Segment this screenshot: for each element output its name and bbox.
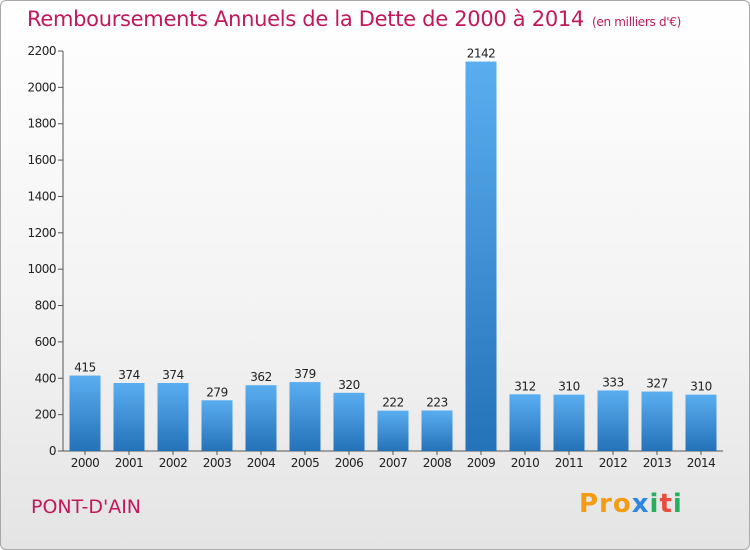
proxiti-logo: Proxiti — [579, 489, 683, 519]
x-tick-label: 2009 — [467, 456, 496, 470]
y-tick-label: 1800 — [27, 117, 56, 131]
y-tick-label: 800 — [35, 299, 56, 313]
bar-value-label: 2142 — [467, 47, 496, 61]
bar-value-label: 222 — [382, 396, 403, 410]
y-tick-label: 0 — [49, 444, 56, 458]
bar-value-label: 379 — [294, 367, 315, 381]
bar — [377, 410, 409, 451]
x-tick-label: 2013 — [643, 456, 672, 470]
bar — [157, 383, 189, 451]
bar — [641, 391, 673, 451]
commune-name: PONT-D'AIN — [31, 496, 142, 518]
bar — [245, 385, 277, 451]
y-tick-label: 2200 — [27, 44, 56, 58]
x-tick-label: 2003 — [203, 456, 232, 470]
bar-value-label: 312 — [514, 379, 535, 393]
unit-label: (en milliers d'€) — [592, 15, 682, 29]
bar — [421, 410, 453, 451]
bar-value-label: 320 — [338, 378, 359, 392]
x-tick-label: 2005 — [291, 456, 320, 470]
bar-value-label: 327 — [646, 377, 667, 391]
bar-value-label: 415 — [74, 361, 95, 375]
bar-value-label: 374 — [118, 368, 139, 382]
title-text: Remboursements Annuels de la Dette de 20… — [27, 7, 584, 31]
bars: 415 374 374 279 362 379 320 222 223 2142 312 310 333… — [69, 47, 717, 451]
x-tick-label: 2012 — [599, 456, 628, 470]
axes: 0 200 400 600 800 1000 1200 1400 1600 1800 2000 220… — [27, 44, 723, 470]
bar — [465, 61, 497, 451]
bar — [685, 394, 717, 451]
chart-title: Remboursements Annuels de la Dette de 20… — [27, 7, 681, 31]
x-tick-label: 2001 — [115, 456, 144, 470]
bar — [509, 394, 541, 451]
x-tick-label: 2014 — [687, 456, 716, 470]
x-tick-label: 2010 — [511, 456, 540, 470]
y-tick-label: 1600 — [27, 153, 56, 167]
y-tick-label: 1200 — [27, 226, 56, 240]
bar-value-label: 362 — [250, 370, 271, 384]
bar — [553, 394, 585, 451]
bar — [597, 390, 629, 451]
x-tick-label: 2011 — [555, 456, 584, 470]
y-tick-label: 1000 — [27, 262, 56, 276]
y-tick-label: 400 — [35, 371, 56, 385]
bar — [333, 392, 365, 451]
bar-value-label: 333 — [602, 375, 623, 389]
x-tick-label: 2007 — [379, 456, 408, 470]
bar — [113, 383, 145, 451]
bar — [201, 400, 233, 451]
bar — [289, 382, 321, 451]
x-tick-label: 2008 — [423, 456, 452, 470]
bar — [69, 375, 101, 451]
x-tick-label: 2006 — [335, 456, 364, 470]
bar-value-label: 223 — [426, 395, 447, 409]
y-tick-label: 2000 — [27, 80, 56, 94]
y-tick-label: 200 — [35, 408, 56, 422]
y-tick-label: 600 — [35, 335, 56, 349]
y-tick-label: 1400 — [27, 189, 56, 203]
x-tick-label: 2004 — [247, 456, 276, 470]
x-tick-label: 2002 — [159, 456, 188, 470]
bar-value-label: 374 — [162, 368, 183, 382]
x-tick-label: 2000 — [71, 456, 100, 470]
bar-value-label: 310 — [558, 380, 579, 394]
bar-value-label: 310 — [690, 380, 711, 394]
bar-value-label: 279 — [206, 385, 227, 399]
